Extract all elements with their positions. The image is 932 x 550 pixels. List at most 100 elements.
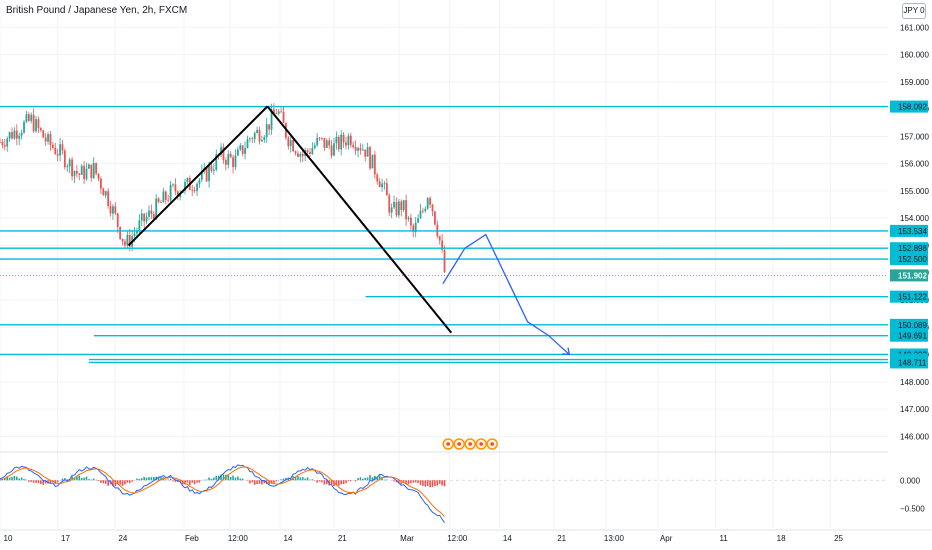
candle-body xyxy=(412,225,415,232)
macd-histogram-bar xyxy=(6,476,9,481)
macd-histogram-bar xyxy=(193,480,196,485)
projection-arrowhead xyxy=(562,347,571,356)
candle-body xyxy=(424,208,427,212)
macd-histogram-bar xyxy=(273,480,275,483)
candle-body xyxy=(299,153,302,157)
macd-histogram-bar xyxy=(299,477,302,481)
macd-histogram-bar xyxy=(251,480,254,483)
level-label-box xyxy=(890,329,928,342)
macd-histogram-bar xyxy=(128,480,131,484)
candle-body xyxy=(42,130,45,138)
macd-histogram-bar xyxy=(189,480,191,485)
macd-histogram-bar xyxy=(229,477,232,481)
macd-histogram-bar xyxy=(203,479,206,481)
pattern-line xyxy=(127,105,269,247)
macd-histogram-bar xyxy=(395,480,398,483)
candle-body xyxy=(90,164,93,179)
candle-body xyxy=(8,132,11,139)
candle-body xyxy=(124,241,126,246)
candle-body xyxy=(210,165,213,171)
candle-body xyxy=(191,189,194,191)
macd-histogram-bar xyxy=(210,478,213,481)
macd-histogram-bar xyxy=(304,478,306,481)
candle-body xyxy=(23,121,25,133)
price-axis[interactable]: 146.000147.000148.000149.000150.000151.0… xyxy=(890,23,929,513)
candle-body xyxy=(212,169,215,171)
macd-histogram-bar xyxy=(112,480,114,487)
candle-body xyxy=(282,111,285,124)
macd-histogram-bar xyxy=(309,479,311,481)
candle-body xyxy=(11,132,13,139)
macd-histogram-bar xyxy=(191,480,194,483)
level-label-box xyxy=(890,253,928,266)
macd-histogram-bar xyxy=(340,480,343,485)
macd-histogram-bar xyxy=(164,479,167,481)
candle-body xyxy=(417,218,419,223)
macd-histogram-bar xyxy=(383,479,386,481)
macd-histogram-bar xyxy=(196,480,198,483)
event-marker-dot xyxy=(468,442,472,446)
macd-histogram-bar xyxy=(234,477,237,481)
candle-body xyxy=(313,145,316,149)
macd-histogram-bar xyxy=(263,480,266,484)
macd-histogram-bar xyxy=(354,480,357,482)
macd-histogram-bar xyxy=(18,478,21,481)
candle-body xyxy=(354,147,357,151)
candle-body xyxy=(119,226,122,239)
macd-histogram-bar xyxy=(215,475,218,481)
macd-histogram-bar xyxy=(232,475,234,481)
macd-histogram-bar xyxy=(32,480,35,483)
candle-body xyxy=(328,140,331,146)
candle-body xyxy=(383,183,386,184)
macd-histogram-bar xyxy=(441,480,443,486)
macd-histogram-bar xyxy=(318,480,321,482)
level-label: 153.534 xyxy=(898,227,927,236)
candle-body xyxy=(227,153,230,165)
candle-body xyxy=(429,198,432,205)
candle-body xyxy=(184,181,186,191)
candle-body xyxy=(357,148,359,151)
currency-badge[interactable]: JPY 0 xyxy=(902,3,926,19)
candle-body xyxy=(335,136,338,144)
level-label: 158.092 xyxy=(898,103,927,112)
candle-body xyxy=(220,147,222,155)
candle-body xyxy=(261,140,263,142)
candle-body xyxy=(75,170,78,174)
macd-histogram-bar xyxy=(323,480,326,485)
candle-body xyxy=(128,234,131,247)
candle-body xyxy=(30,114,33,121)
candle-body xyxy=(232,157,234,168)
macd-histogram-bar xyxy=(78,475,81,481)
macd-histogram-bar xyxy=(54,480,57,484)
candle-body xyxy=(289,139,292,147)
macd-histogram-bar xyxy=(330,480,333,486)
time-axis[interactable]: 10 17 24 Feb 12:00 14 21 Mar 12:00 14 21 13:00 Apr 11… xyxy=(0,529,932,543)
candle-body xyxy=(51,144,54,148)
macd-histogram-bar xyxy=(369,475,371,481)
candle-body xyxy=(369,147,371,169)
macd-histogram-bar xyxy=(342,480,345,485)
candle-body xyxy=(265,124,268,138)
candle-body xyxy=(239,145,242,150)
candle-body xyxy=(37,119,40,128)
price-tick-label: 160.000 xyxy=(900,51,929,60)
macd-histogram-bar xyxy=(376,476,379,481)
level-label: 149.691 xyxy=(898,332,927,341)
candle-body xyxy=(385,183,388,196)
macd-histogram-bar xyxy=(16,476,18,481)
macd-histogram-bar xyxy=(249,480,251,484)
current-price-box xyxy=(890,269,928,282)
macd-histogram-bar xyxy=(426,480,429,486)
macd-histogram-bar xyxy=(42,480,45,485)
event-markers[interactable] xyxy=(442,438,498,450)
level-label-box xyxy=(890,242,928,255)
time-tick-label: 21 xyxy=(557,534,566,543)
macd-histogram-bar xyxy=(169,478,172,481)
candle-body xyxy=(172,184,174,186)
time-tick-label: Apr xyxy=(660,534,673,543)
candle-body xyxy=(402,200,405,211)
candle-body xyxy=(263,137,266,141)
candle-body xyxy=(200,170,203,180)
candle-body xyxy=(349,135,352,145)
